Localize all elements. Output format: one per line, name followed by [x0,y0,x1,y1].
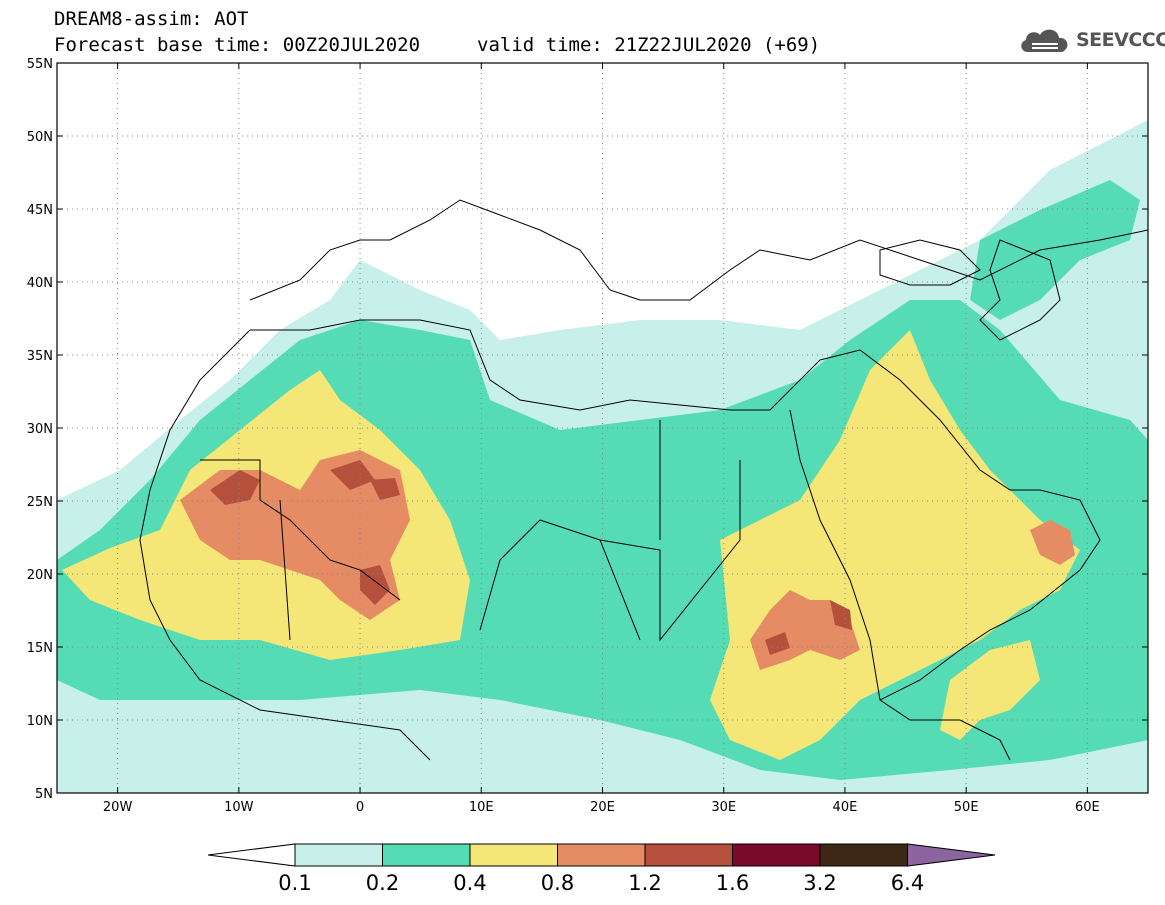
lon-tick-label: 10E [469,800,494,815]
map-title: DREAM8-assim: AOT [54,8,249,30]
colorbar-label: 0.8 [541,871,574,895]
colorbar: 0.1 0.2 0.4 0.8 1.2 1.6 3.2 6.4 [207,843,996,895]
coast-north-africa [250,319,821,411]
coast-black-sea [879,239,981,286]
lon-tick-label: 20E [590,800,615,815]
colorbar-swatch [557,843,646,867]
colorbar-label: 0.2 [366,871,399,895]
colorbar-swatch [294,843,383,867]
aot-contour-0.4-south [940,640,1040,740]
colorbar-swatch [644,843,733,867]
colorbar-swatch [732,843,821,867]
forecast-base-time: Forecast base time: 00Z20JUL2020 [54,34,421,56]
seevccc-logo: SEEVCCC [1018,24,1165,56]
lon-tick-label: 10W [224,800,254,815]
lon-tick-label: 50E [954,800,979,815]
colorbar-label: 1.6 [716,871,749,895]
lat-tick-label: 35N [27,349,53,364]
logo-text: SEEVCCC [1076,29,1165,51]
lat-tick-label: 50N [27,130,53,145]
lat-tick-label: 45N [27,203,53,218]
aot-contour-0.2-north [970,180,1140,320]
colorbar-high-extension [907,843,996,867]
colorbar-label: 0.4 [453,871,486,895]
colorbar-swatch [819,843,908,867]
lat-ticks: 55N 50N 45N 40N 35N 30N 25N 20N 15N 10N 5N [27,57,1148,802]
lon-ticks: 20W 10W 0 10E 20E 30E 40E 50E 60E [103,63,1100,815]
coast-west-africa [139,329,431,761]
lat-tick-label: 20N [27,568,53,583]
colorbar-label: 6.4 [891,871,924,895]
colorbar-swatch [382,843,471,867]
colorbar-label: 1.2 [628,871,661,895]
lat-tick-label: 15N [27,641,53,656]
colorbar-low-extension [207,843,296,867]
coast-red-sea [789,409,1011,761]
lat-tick-label: 55N [27,57,53,72]
coastlines [139,199,1148,761]
lat-tick-label: 40N [27,276,53,291]
colorbar-label: 3.2 [803,871,836,895]
lon-tick-label: 60E [1075,800,1100,815]
colorbar-label: 0.1 [278,871,311,895]
valid-time: valid time: 21Z22JUL2020 (+69) [477,34,821,56]
grid-lines [57,63,1148,793]
coast-arabia [819,349,1101,701]
aot-contour-0.8-oman [1030,520,1075,565]
lon-tick-label: 40E [833,800,858,815]
lat-tick-label: 25N [27,495,53,510]
lon-tick-label: 20W [103,800,133,815]
cloud-icon [1021,29,1068,52]
lon-tick-label: 30E [711,800,736,815]
border-lines [200,420,741,642]
coast-caspian [979,239,1061,341]
colorbar-swatch [469,843,558,867]
lon-tick-label: 0 [356,800,364,815]
lat-tick-label: 5N [35,787,53,802]
lat-tick-label: 10N [27,714,53,729]
lat-tick-label: 30N [27,422,53,437]
coast-europe [249,199,1148,301]
aot-field [57,120,1148,793]
